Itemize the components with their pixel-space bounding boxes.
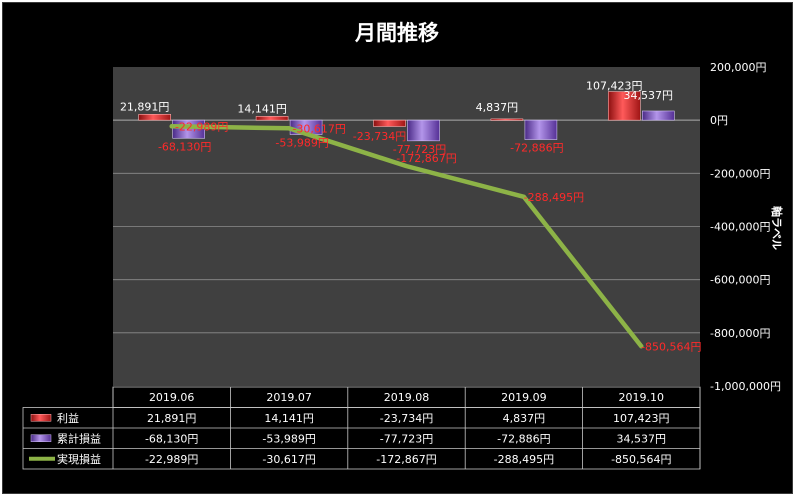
table-header-category: 2019.08	[384, 391, 430, 404]
y-tick-label: -1,000,000円	[710, 380, 781, 393]
profit-bar	[138, 114, 171, 121]
y-axis-title: 軸ラベル	[770, 206, 784, 250]
table-cell-value: -23,734円	[380, 412, 433, 425]
legend-key-profit	[30, 414, 52, 422]
realized-pl-point	[639, 344, 643, 348]
table-header-category: 2019.06	[149, 391, 195, 404]
table-cell-value: -30,617円	[262, 453, 315, 466]
table-cell-value: -850,564円	[611, 453, 671, 466]
cumulative-data-label: -68,130円	[158, 140, 211, 153]
profit-data-label: 21,891円	[120, 100, 170, 113]
cumulative-data-label: -53,989円	[275, 137, 328, 150]
realized-data-label: -288,495円	[524, 191, 584, 204]
table-header-category: 2019.10	[619, 391, 665, 404]
chart-svg: 月間推移 200,000円 0円 -200,000円 -400,000円 -600,000…	[22, 21, 784, 470]
table-cell-value: -288,495円	[494, 453, 554, 466]
table-cell-value: -53,989円	[262, 432, 315, 445]
profit-bar	[373, 119, 406, 127]
cumulative-data-label: -72,886円	[510, 142, 563, 155]
table-cell-value: 4,837円	[503, 412, 546, 425]
y-tick-label: -800,000円	[710, 327, 770, 340]
legend-series-name: 累計損益	[57, 431, 101, 445]
cumulative-data-label: -77,723円	[393, 143, 446, 156]
cumulative-bar	[641, 110, 675, 121]
profit-bar	[490, 118, 524, 121]
cumulative-bar	[524, 119, 558, 140]
realized-pl-point	[287, 126, 291, 130]
table-cell-value: -22,989円	[145, 453, 198, 466]
realized-data-label: -30,617円	[292, 122, 345, 135]
table-cell-value: 21,891円	[147, 412, 197, 425]
realized-data-label: -172,867円	[396, 152, 456, 165]
table-cell-value: -72,886円	[497, 432, 550, 445]
realized-pl-point	[405, 164, 408, 168]
y-tick-label: 0円	[710, 114, 728, 127]
table-cell-value: -68,130円	[145, 432, 198, 445]
legend-series-name: 実現損益	[57, 452, 101, 466]
profit-bar	[255, 116, 289, 121]
table-header-category: 2019.09	[501, 391, 547, 404]
profit-data-label: 4,837円	[476, 101, 519, 114]
table-cell-value: -77,723円	[380, 432, 433, 445]
y-tick-label: 200,000円	[710, 61, 767, 74]
profit-bar	[607, 91, 641, 121]
realized-data-label: -22,989円	[175, 120, 228, 133]
y-tick-label: -400,000円	[710, 221, 770, 234]
realized-data-label: -850,564円	[641, 340, 701, 353]
y-tick-label: -200,000円	[710, 167, 770, 180]
cumulative-bar	[407, 119, 440, 142]
y-tick-label: -600,000円	[710, 274, 770, 287]
chart-title: 月間推移	[354, 21, 439, 45]
legend-key-cumulative	[30, 434, 52, 442]
table-cell-value: 14,141円	[264, 412, 314, 425]
table-cell-value: -172,867円	[376, 453, 436, 466]
table-body	[22, 407, 701, 470]
legend-series-name: 利益	[57, 411, 79, 425]
cumulative-data-label: 34,537円	[624, 89, 674, 102]
table-cell-value: 34,537円	[617, 432, 667, 445]
table-header-category: 2019.07	[266, 391, 312, 404]
table-cell-value: 107,423円	[613, 412, 670, 425]
profit-data-label: -23,734円	[353, 130, 406, 143]
realized-pl-point	[522, 195, 526, 199]
profit-data-label: 107,423円	[586, 80, 643, 93]
realized-pl-point	[170, 124, 174, 128]
profit-data-label: 14,141円	[237, 102, 287, 115]
